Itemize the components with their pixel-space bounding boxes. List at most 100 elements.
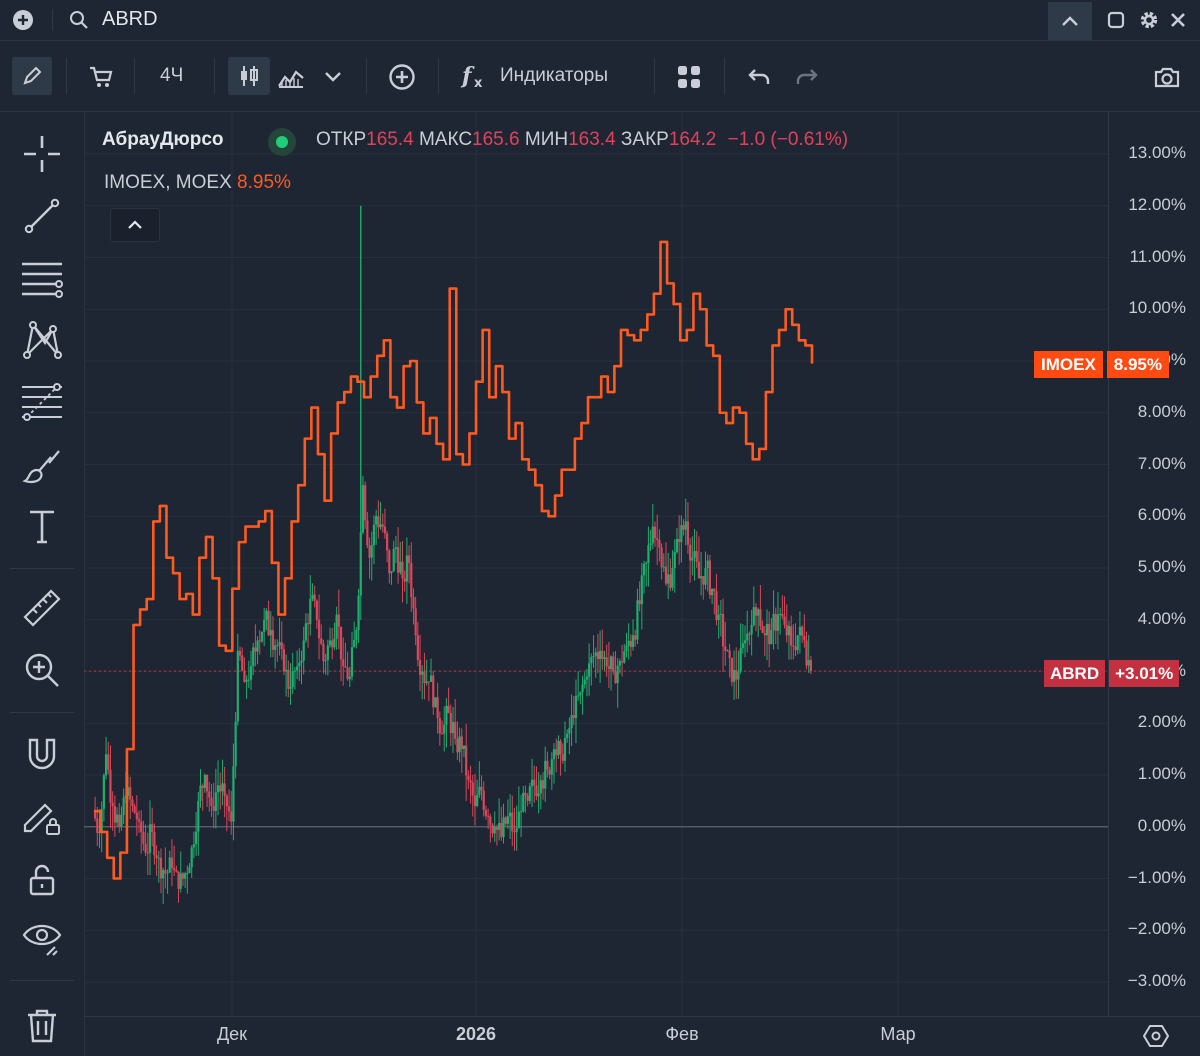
y-tick-label: 13.00% — [1128, 143, 1186, 162]
magnet-icon[interactable] — [20, 732, 64, 776]
trash-icon[interactable] — [20, 1004, 64, 1048]
candle-body — [625, 645, 628, 652]
draw-mode-icon[interactable] — [12, 57, 52, 95]
candle-body — [735, 670, 738, 680]
candle-body — [737, 671, 740, 680]
candle-body — [489, 816, 492, 825]
candle-body — [241, 655, 244, 671]
candle-body — [109, 769, 112, 803]
candle-body — [449, 712, 452, 734]
candle-body — [482, 790, 485, 811]
candle-body — [779, 614, 782, 616]
candle-body — [548, 769, 551, 775]
candle-body — [98, 831, 101, 833]
pattern-icon[interactable] — [20, 318, 64, 362]
cart-icon[interactable] — [84, 60, 118, 94]
change-value: −1.0 (−0.61%) — [727, 129, 849, 150]
low-value: 163.4 — [568, 129, 616, 150]
candle-body — [796, 635, 799, 651]
candle-body — [585, 676, 589, 680]
candle-body — [476, 795, 479, 807]
candle-body — [517, 811, 520, 829]
symbol-input[interactable]: ABRD — [102, 8, 158, 30]
add-compare-icon[interactable] — [384, 59, 420, 95]
candle-body — [605, 657, 608, 667]
candle-body — [713, 588, 716, 592]
plus-circle-icon[interactable] — [10, 7, 36, 33]
candle-body — [504, 817, 507, 824]
text-tool-icon[interactable] — [20, 504, 64, 548]
candle-body — [658, 539, 661, 548]
price-axis[interactable] — [1108, 112, 1109, 1016]
area-chart-icon[interactable] — [274, 60, 308, 94]
candle-body — [418, 660, 422, 675]
candle-body — [265, 610, 268, 620]
unlock-icon[interactable] — [20, 858, 64, 902]
candle-body — [107, 754, 110, 770]
redo-icon[interactable] — [790, 60, 824, 94]
candle-body — [616, 665, 619, 684]
trendline-icon[interactable] — [20, 194, 64, 238]
candle-body — [743, 640, 747, 644]
legend-row: АбрауДюрсо — [102, 129, 224, 151]
eye-icon[interactable] — [20, 916, 64, 960]
instrument-name[interactable]: АбрауДюрсо — [102, 129, 224, 150]
gear-icon[interactable] — [1136, 7, 1162, 33]
y-tick-label: 10.00% — [1128, 298, 1186, 318]
candle-body — [748, 633, 751, 635]
candle-body — [746, 633, 749, 641]
fibonacci-icon[interactable] — [20, 380, 64, 424]
candle-body — [739, 648, 742, 672]
candle-body — [506, 816, 509, 824]
axis-settings-icon[interactable] — [1140, 1020, 1172, 1052]
candle-body — [526, 795, 529, 801]
camera-icon[interactable] — [1150, 60, 1184, 94]
ruler-icon[interactable] — [20, 586, 64, 630]
close-label: ЗАКР — [620, 129, 669, 150]
brush-icon[interactable] — [20, 444, 64, 488]
candle-body — [120, 814, 123, 827]
candle-body — [757, 609, 760, 616]
layout-grid-icon[interactable] — [672, 60, 706, 94]
indicators-button[interactable]: Индикаторы — [500, 65, 609, 86]
candle-body — [493, 826, 496, 834]
candle-body — [730, 657, 733, 682]
search-icon[interactable] — [66, 7, 92, 33]
candle-body — [230, 811, 233, 822]
candle-body — [287, 669, 290, 689]
horizontal-lines-icon[interactable] — [20, 256, 64, 300]
close-icon[interactable] — [1166, 8, 1190, 32]
time-axis[interactable] — [84, 1016, 1200, 1017]
compare-name[interactable]: IMOEX, MOEX — [104, 172, 232, 193]
zoom-in-icon[interactable] — [20, 648, 64, 692]
candle-body — [682, 525, 685, 530]
candle-body — [728, 650, 731, 658]
crosshair-icon[interactable] — [20, 132, 64, 176]
candle-body — [462, 745, 466, 750]
candle-body — [759, 609, 762, 626]
candle-body — [135, 812, 138, 820]
lock-drawing-icon[interactable] — [20, 794, 64, 838]
candle-body — [403, 578, 406, 582]
candle-body — [168, 857, 171, 873]
undo-icon[interactable] — [742, 60, 776, 94]
candle-body — [221, 783, 224, 792]
timeframe-button[interactable]: 4Ч — [160, 65, 184, 86]
candle-body — [133, 806, 136, 813]
candle-body — [770, 630, 773, 645]
candle-body — [170, 857, 174, 869]
high-value: 165.6 — [472, 129, 520, 150]
collapse-legend-icon[interactable] — [110, 208, 160, 242]
candle-body — [140, 821, 143, 833]
candle-body — [271, 630, 275, 650]
candle-body — [260, 631, 264, 642]
candles-icon[interactable] — [228, 57, 270, 95]
candle-body — [544, 760, 547, 789]
candle-body — [761, 625, 764, 633]
chevron-up-icon[interactable] — [1048, 2, 1092, 40]
chevron-down-icon[interactable] — [318, 62, 348, 92]
square-icon[interactable] — [1104, 8, 1128, 32]
candle-body — [162, 869, 165, 879]
